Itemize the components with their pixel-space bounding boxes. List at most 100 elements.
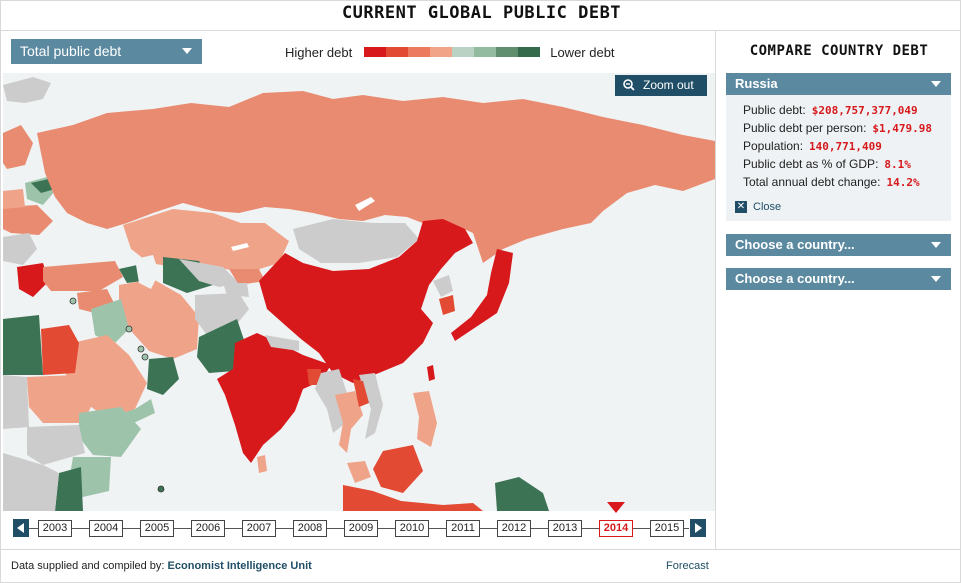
year-2006-button[interactable]: 2006 [191,520,225,537]
country-ukraine[interactable] [3,205,53,235]
stat-row: Total annual debt change: 14.2% [743,175,920,189]
country-mongolia[interactable] [293,219,419,263]
country-seychelles[interactable] [157,485,165,493]
year-2014-button[interactable]: 2014 [599,520,633,537]
footer: Data supplied and compiled by: Economist… [1,549,961,583]
title-bar: CURRENT GLOBAL PUBLIC DEBT [1,1,961,31]
lake-balkhash [231,243,249,251]
country-philippines[interactable] [413,391,437,447]
country-bangladesh[interactable] [307,369,321,385]
country-qatar[interactable] [137,345,145,353]
measure-dropdown-label: Total public debt [20,43,122,59]
country-oman[interactable] [147,357,179,395]
legend-swatches [364,47,541,57]
country-indonesia[interactable] [343,485,483,511]
stat-label: Public debt as % of GDP: [743,157,879,171]
country-ethiopia[interactable] [79,407,141,457]
country-russia[interactable] [37,91,715,263]
stat-row: Public debt as % of GDP: 8.1% [743,157,911,171]
country-lebanon[interactable] [69,297,77,305]
country-egypt[interactable] [41,325,79,375]
country-laos[interactable] [353,379,369,407]
country-bahrain[interactable] [141,353,149,361]
country-kyrgyzstan[interactable] [229,269,265,285]
country-india[interactable] [217,333,331,463]
lake-baikal [355,197,375,211]
stat-label: Population: [743,139,804,153]
country-iraq[interactable] [91,299,129,345]
stat-row: Population: 140,771,409 [743,139,882,153]
source-name: Economist Intelligence Unit [167,560,312,572]
year-timeline: 2003 2004 2005 2006 2007 2008 2009 2010 2011 2012… [1,502,716,549]
map-svg[interactable] [3,73,715,511]
country-thailand[interactable] [335,391,363,453]
year-2011-button[interactable]: 2011 [446,520,480,537]
page-title: CURRENT GLOBAL PUBLIC DEBT [341,3,622,23]
country-greece[interactable] [17,263,49,297]
country-congo[interactable] [3,453,59,511]
year-2003-button[interactable]: 2003 [38,520,72,537]
stat-label: Public debt: [743,103,806,117]
country-malaysia[interactable] [347,461,371,483]
country-papua[interactable] [495,477,549,511]
country-kuwait[interactable] [125,325,133,333]
legend-swatch [430,47,453,57]
country-taiwan[interactable] [427,365,435,381]
forecast-link[interactable]: Forecast [666,560,709,572]
debt-legend: Higher debt Lower debt [285,43,615,61]
country-japan[interactable] [451,249,513,341]
country-nepal[interactable] [265,335,299,351]
magnifier-minus-icon [623,79,635,91]
legend-swatch [452,47,475,57]
country-sudan[interactable] [27,375,93,423]
year-2012-button[interactable]: 2012 [497,520,531,537]
country-sri-lanka[interactable] [257,455,267,473]
country-myanmar[interactable] [315,369,347,433]
timeline-next-button[interactable] [690,519,706,537]
stat-row: Public debt: $208,757,377,049 [743,103,918,117]
year-2005-button[interactable]: 2005 [140,520,174,537]
country-south-korea[interactable] [439,295,455,315]
country-libya[interactable] [3,315,43,375]
timeline-prev-button[interactable] [13,519,29,537]
zoom-out-button[interactable]: Zoom out [615,75,707,96]
year-2004-button[interactable]: 2004 [89,520,123,537]
year-2007-button[interactable]: 2007 [242,520,276,537]
legend-swatch [496,47,519,57]
year-2013-button[interactable]: 2013 [548,520,582,537]
chevron-down-icon [931,81,941,87]
legend-swatch [474,47,497,57]
country-south-sudan[interactable] [27,425,85,465]
country-finland[interactable] [3,125,33,169]
country-scandinavia[interactable] [3,77,51,103]
country-borneo[interactable] [373,445,423,493]
country-china[interactable] [259,219,473,383]
country-north-korea[interactable] [433,275,453,297]
country-poland[interactable] [3,189,25,209]
stat-value: 14.2% [886,176,920,189]
chevron-down-icon [182,48,192,54]
measure-dropdown[interactable]: Total public debt [11,39,202,64]
close-button[interactable]: ✕ Close [735,201,781,213]
world-map[interactable]: Zoom out [3,73,715,511]
year-2015-button[interactable]: 2015 [650,520,684,537]
year-2009-button[interactable]: 2009 [344,520,378,537]
country-balkans[interactable] [3,233,37,265]
country-select-2[interactable]: Choose a country... [726,234,951,256]
source-credit: Data supplied and compiled by: Economist… [11,560,312,572]
country-tanzania[interactable] [55,467,83,511]
stat-value: $1,479.98 [872,122,933,135]
country-iran[interactable] [119,279,199,359]
year-2010-button[interactable]: 2010 [395,520,429,537]
chevron-down-icon [931,242,941,248]
country-chad[interactable] [3,375,29,429]
year-2008-button[interactable]: 2008 [293,520,327,537]
legend-swatch [386,47,409,57]
zoom-out-label: Zoom out [643,78,694,92]
country-select-1[interactable]: Russia [726,73,951,95]
close-label: Close [753,201,782,213]
country-select-3[interactable]: Choose a country... [726,268,951,290]
country-uzbekistan[interactable] [179,259,239,287]
country-turkey[interactable] [43,261,123,291]
